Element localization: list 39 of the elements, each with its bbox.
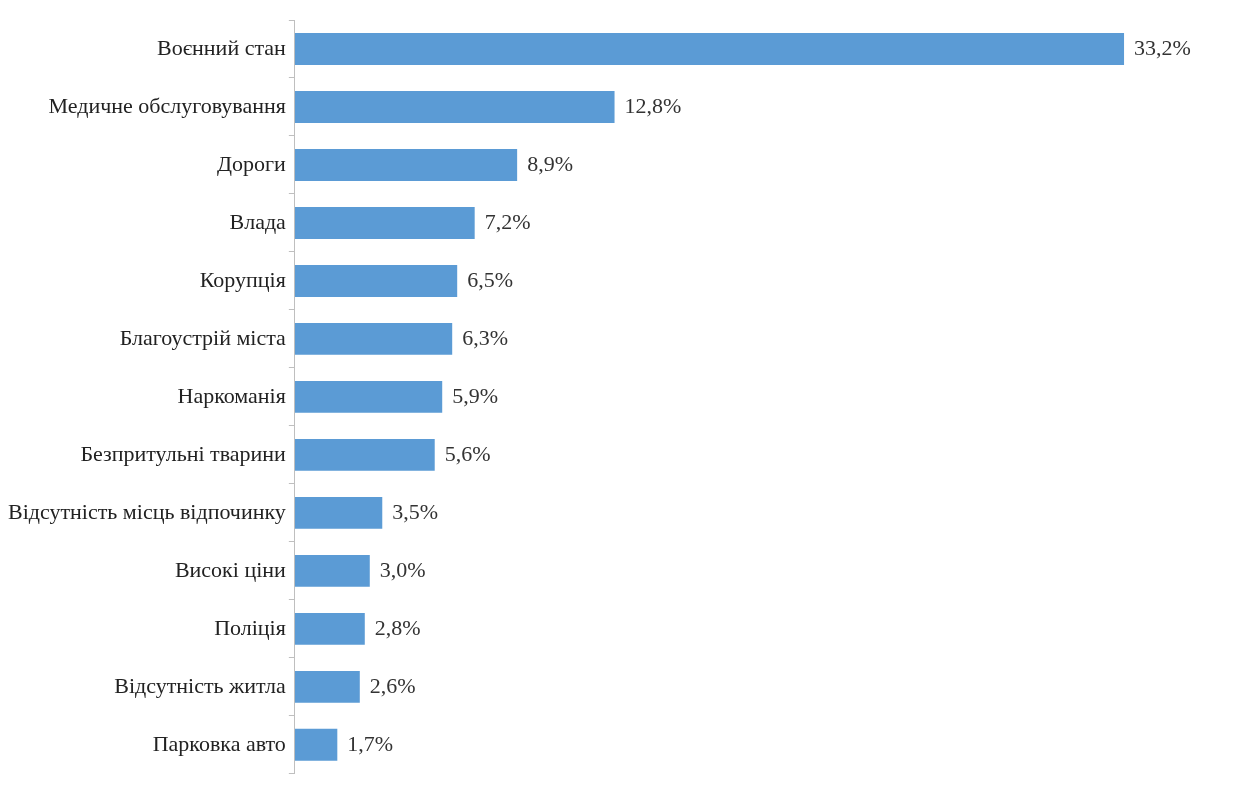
- bar: [294, 612, 365, 645]
- data-label: 3,5%: [392, 498, 439, 524]
- bar: [294, 33, 1125, 65]
- bar: [294, 264, 458, 297]
- data-label: 5,6%: [444, 440, 491, 466]
- bar: [294, 322, 453, 355]
- bar: [294, 728, 338, 761]
- bar: [294, 91, 615, 123]
- y-tick-label: Благоустрій міста: [119, 324, 287, 350]
- y-tick-label: Влада: [229, 208, 287, 234]
- bar: [294, 496, 383, 529]
- y-tick-label: Медичне обслуговування: [48, 92, 286, 118]
- data-label: 33,2%: [1134, 34, 1191, 60]
- data-label: 12,8%: [624, 92, 682, 118]
- y-tick-label: Відсутність місць відпочинку: [8, 498, 286, 524]
- data-label: 1,7%: [347, 730, 394, 756]
- y-tick-label: Дороги: [217, 150, 287, 176]
- y-tick-label: Безпритульні тварини: [80, 440, 287, 466]
- bar: [294, 380, 443, 413]
- y-tick-label: Відсутність житла: [114, 672, 287, 698]
- y-tick-label: Наркоманія: [177, 382, 286, 408]
- y-tick-label: Поліція: [214, 614, 286, 640]
- bar: [294, 149, 518, 181]
- data-label: 2,8%: [374, 614, 421, 640]
- y-tick-label: Високі ціни: [174, 556, 287, 582]
- data-label: 2,6%: [369, 672, 416, 698]
- data-label: 6,5%: [467, 266, 514, 292]
- bar: [294, 554, 370, 587]
- bar: [294, 438, 435, 471]
- y-tick-label: Корупція: [199, 266, 286, 292]
- bar: [294, 670, 360, 703]
- data-label: 7,2%: [484, 208, 531, 234]
- data-label: 8,9%: [527, 150, 573, 176]
- data-label: 3,0%: [379, 556, 426, 582]
- y-tick-label: Парковка авто: [152, 730, 286, 756]
- bar: [294, 207, 475, 239]
- data-label: 6,3%: [462, 324, 509, 350]
- data-label: 5,9%: [452, 382, 499, 408]
- y-tick-label: Воєнний стан: [156, 34, 287, 60]
